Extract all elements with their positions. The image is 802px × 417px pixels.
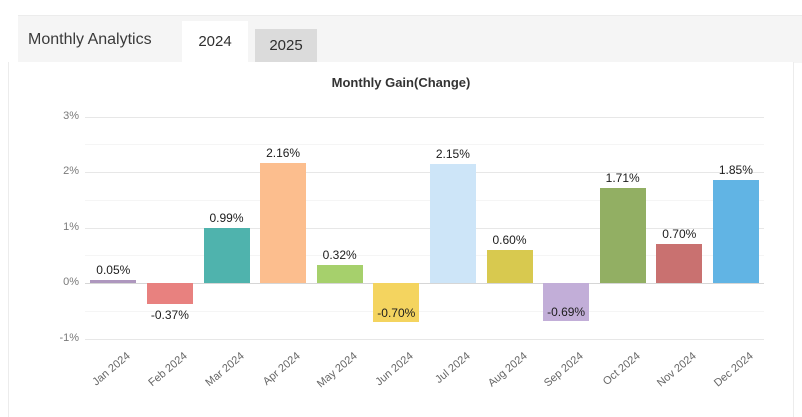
gridline <box>85 116 764 118</box>
bar-value-label: 0.99% <box>209 211 244 226</box>
chart-card: Monthly Gain(Change) 3% 2% 1% 0% -1% 0.05% Jan… <box>8 62 794 417</box>
bar[interactable] <box>90 280 137 283</box>
analytics-header: Monthly Analytics 2024 2025 <box>18 15 802 63</box>
bar-value-label: 0.05% <box>96 263 131 278</box>
gridline-minor <box>85 255 764 257</box>
tab-2024[interactable]: 2024 <box>182 21 248 63</box>
gridline <box>85 283 764 284</box>
y-tick-label: 3% <box>63 109 79 122</box>
bar-value-label: -0.70% <box>377 305 416 320</box>
bar[interactable] <box>543 283 590 322</box>
page-title: Monthly Analytics <box>28 31 152 48</box>
chart-title: Monthly Gain(Change) <box>331 75 471 90</box>
bar-value-label: 1.71% <box>605 171 640 186</box>
bar[interactable] <box>203 228 250 283</box>
gridline-minor <box>85 310 764 312</box>
gridline <box>85 338 764 340</box>
bar[interactable] <box>429 163 476 283</box>
bar[interactable] <box>373 283 420 322</box>
tab-2025[interactable]: 2025 <box>255 29 317 63</box>
gridline-minor <box>85 144 764 146</box>
gridline <box>85 172 764 173</box>
y-tick-label: 0% <box>63 276 79 288</box>
bar-value-label: -0.37% <box>150 307 189 322</box>
bar[interactable] <box>599 188 646 283</box>
bar-value-label: 2.15% <box>435 146 470 161</box>
bar[interactable] <box>486 249 533 283</box>
bar-value-label: 0.32% <box>322 248 357 263</box>
gridline <box>85 227 764 229</box>
bar-value-label: -0.69% <box>547 305 586 320</box>
bar[interactable] <box>260 163 307 283</box>
bar[interactable] <box>316 265 363 283</box>
gridline-minor <box>85 199 764 201</box>
bar-value-label: 0.60% <box>492 232 527 247</box>
bar-chart: 3% 2% 1% 0% -1% 0.05% Jan 2024 -0.37% Feb 2024 0.… <box>9 62 793 417</box>
bar-value-label: 1.85% <box>718 163 753 178</box>
bar-value-label: 0.70% <box>662 227 697 242</box>
y-tick-label: 2% <box>63 165 79 177</box>
bar[interactable] <box>146 283 193 304</box>
bar[interactable] <box>712 180 759 283</box>
y-tick-label: -1% <box>59 331 79 344</box>
bar-value-label: 2.16% <box>266 146 301 161</box>
bar[interactable] <box>656 244 703 283</box>
y-tick-label: 1% <box>63 220 79 233</box>
